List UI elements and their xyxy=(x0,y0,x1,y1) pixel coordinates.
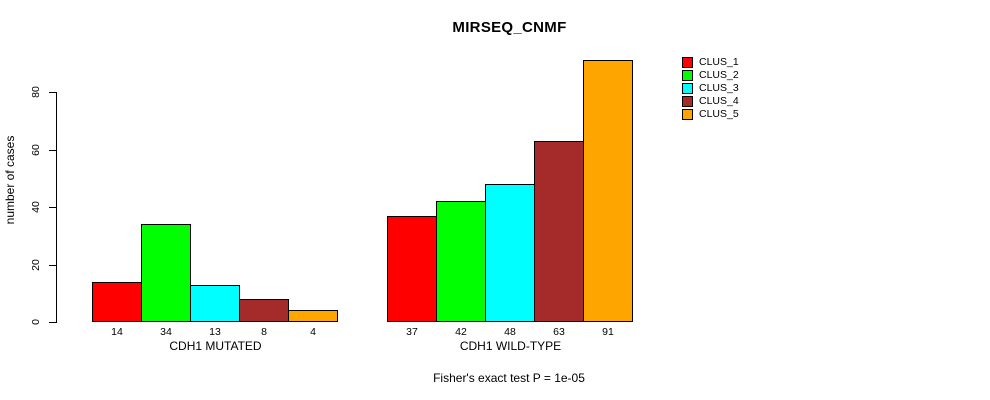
y-tick-mark xyxy=(49,92,57,93)
legend-item-clus_1: CLUS_1 xyxy=(682,56,739,69)
legend-item-clus_2: CLUS_2 xyxy=(682,69,739,82)
bar-value-label: 14 xyxy=(111,326,123,338)
y-tick-label: 40 xyxy=(30,201,42,213)
y-tick-mark xyxy=(49,322,57,323)
legend-label: CLUS_1 xyxy=(699,56,739,68)
bar-value-label: 63 xyxy=(553,326,565,338)
y-tick-label: 0 xyxy=(30,319,42,325)
bar-value-label: 4 xyxy=(310,326,316,338)
bar-clus_2-2 xyxy=(436,201,486,322)
bar-clus_5-2 xyxy=(583,60,633,322)
y-tick-label: 80 xyxy=(30,86,42,98)
legend-item-clus_3: CLUS_3 xyxy=(682,82,739,95)
legend-label: CLUS_2 xyxy=(699,69,739,81)
bar-clus_4-1 xyxy=(239,299,289,322)
bar-clus_2-1 xyxy=(141,224,191,322)
legend-swatch xyxy=(682,109,693,120)
y-tick-mark xyxy=(49,150,57,151)
legend-swatch xyxy=(682,70,693,81)
bar-value-label: 91 xyxy=(602,326,614,338)
legend-item-clus_5: CLUS_5 xyxy=(682,108,739,121)
legend-swatch xyxy=(682,96,693,107)
bar-value-label: 37 xyxy=(406,326,418,338)
bar-value-label: 48 xyxy=(504,326,516,338)
group-label: CDH1 WILD-TYPE xyxy=(459,339,562,353)
y-tick-mark xyxy=(49,265,57,266)
bar-value-label: 13 xyxy=(209,326,221,338)
legend-label: CLUS_3 xyxy=(699,82,739,94)
bar-clus_3-2 xyxy=(485,184,535,322)
chart-title: MIRSEQ_CNMF xyxy=(452,19,567,36)
y-tick-label: 20 xyxy=(30,259,42,271)
bar-clus_1-1 xyxy=(92,282,142,322)
group-label: CDH1 MUTATED xyxy=(169,339,262,353)
bar-clus_3-1 xyxy=(190,285,240,322)
bar-value-label: 8 xyxy=(261,326,267,338)
legend-swatch xyxy=(682,83,693,94)
bar-clus_5-1 xyxy=(288,310,338,322)
y-tick-mark xyxy=(49,207,57,208)
footer-annotation: Fisher's exact test P = 1e-05 xyxy=(433,371,585,385)
bar-value-label: 34 xyxy=(160,326,172,338)
bar-clus_1-2 xyxy=(387,216,437,322)
legend-label: CLUS_5 xyxy=(699,108,739,120)
bar-clus_4-2 xyxy=(534,141,584,322)
legend-swatch xyxy=(682,57,693,68)
y-tick-label: 60 xyxy=(30,144,42,156)
legend: CLUS_1 CLUS_2 CLUS_3 CLUS_4 CLUS_5 xyxy=(682,56,739,121)
y-axis-label: number of cases xyxy=(3,135,17,225)
bar-value-label: 42 xyxy=(455,326,467,338)
legend-label: CLUS_4 xyxy=(699,95,739,107)
legend-item-clus_4: CLUS_4 xyxy=(682,95,739,108)
